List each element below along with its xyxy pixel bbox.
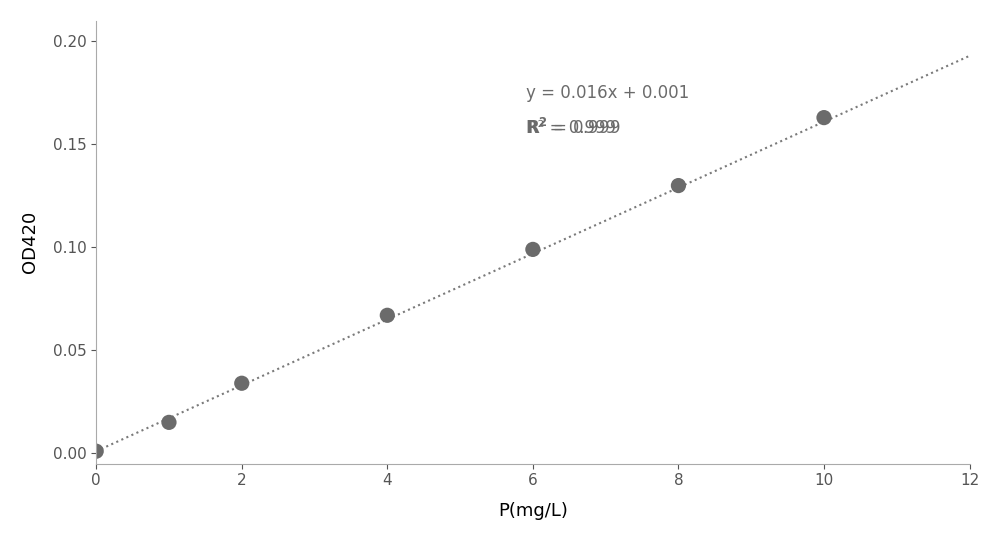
Text: R² = 0.999: R² = 0.999 bbox=[526, 119, 616, 137]
Point bbox=[379, 311, 395, 320]
Point bbox=[670, 181, 686, 190]
X-axis label: P(mg/L): P(mg/L) bbox=[498, 502, 568, 520]
Point bbox=[161, 418, 177, 427]
Y-axis label: OD420: OD420 bbox=[21, 211, 39, 273]
Point bbox=[816, 113, 832, 122]
Point bbox=[525, 245, 541, 254]
Text: y = 0.016x + 0.001: y = 0.016x + 0.001 bbox=[526, 84, 689, 102]
Point bbox=[234, 379, 250, 387]
Point bbox=[88, 447, 104, 456]
Text: $\mathbf{R^2}$ = 0.999: $\mathbf{R^2}$ = 0.999 bbox=[526, 118, 620, 138]
